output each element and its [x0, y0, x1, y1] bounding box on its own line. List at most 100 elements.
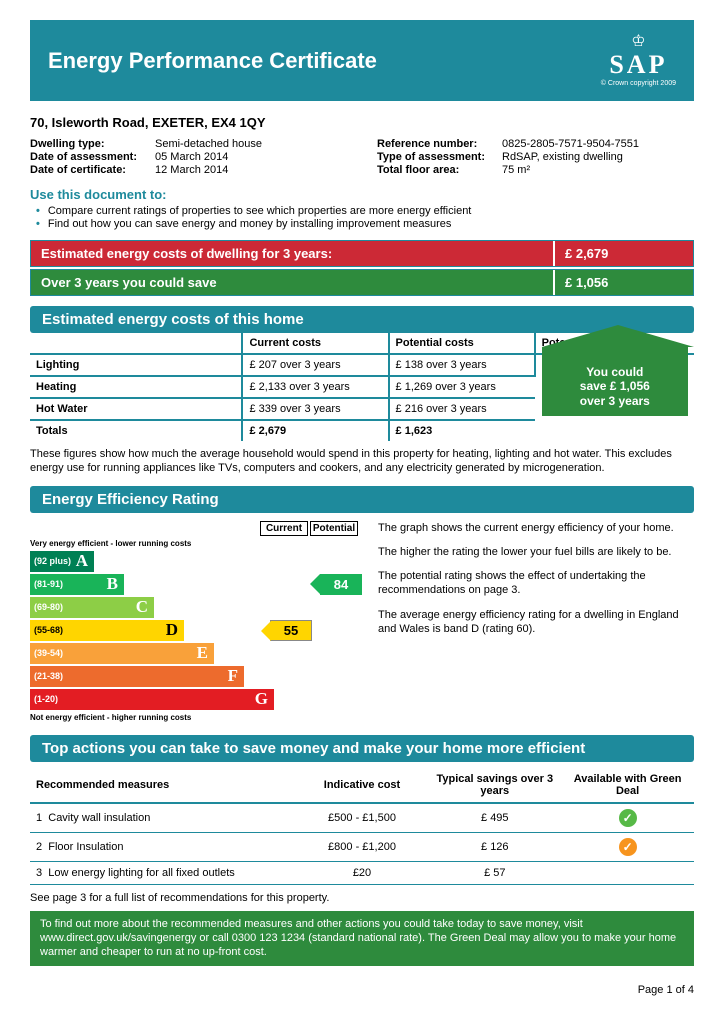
- measure-cell: 2 Floor Insulation: [30, 832, 296, 861]
- th: Potential costs: [389, 333, 535, 354]
- eff-para: The potential rating shows the effect of…: [378, 569, 694, 598]
- detail-value: 05 March 2014: [155, 151, 228, 163]
- savings-cell: £ 57: [428, 861, 561, 884]
- use-heading: Use this document to:: [30, 187, 694, 202]
- th: [30, 333, 242, 354]
- efficiency-chart: Current Potential Very energy efficient …: [30, 521, 360, 725]
- row-potential: £ 138 over 3 years: [389, 354, 535, 376]
- row-current: £ 2,133 over 3 years: [242, 376, 388, 398]
- savings-cell: £ 495: [428, 803, 561, 833]
- bullet-item: Compare current ratings of properties to…: [30, 205, 694, 217]
- cost-cell: £500 - £1,500: [296, 803, 429, 833]
- col-potential: Potential: [310, 521, 358, 536]
- table-row: 3 Low energy lighting for all fixed outl…: [30, 861, 694, 884]
- band-g: (1-20)G: [30, 689, 274, 710]
- header-banner: Energy Performance Certificate ♔ SAP © C…: [30, 20, 694, 101]
- band-a: (92 plus)A: [30, 551, 94, 572]
- actions-note: See page 3 for a full list of recommenda…: [30, 891, 694, 905]
- detail-label: Type of assessment:: [377, 151, 502, 163]
- cost-value: £ 2,679: [553, 241, 693, 266]
- th: Current costs: [242, 333, 388, 354]
- efficiency-bands: (92 plus)A (81-91)B (69-80)C (55-68)D (3…: [30, 551, 360, 710]
- actions-table: Recommended measures Indicative cost Typ…: [30, 768, 694, 885]
- logo-text: SAP: [601, 50, 676, 80]
- bullet-item: Find out how you can save energy and mon…: [30, 218, 694, 230]
- detail-value: 12 March 2014: [155, 164, 228, 176]
- totals-label: Totals: [30, 420, 242, 441]
- row-label: Heating: [30, 376, 242, 398]
- efficiency-heading: Energy Efficiency Rating: [30, 486, 694, 513]
- detail-value: RdSAP, existing dwelling: [502, 151, 623, 163]
- sap-logo: ♔ SAP © Crown copyright 2009: [601, 34, 676, 87]
- details-left: Dwelling type:Semi-detached house Date o…: [30, 138, 347, 177]
- row-label: Lighting: [30, 354, 242, 376]
- cost-cell: £20: [296, 861, 429, 884]
- band-e: (39-54)E: [30, 643, 214, 664]
- property-address: 70, Isleworth Road, EXETER, EX4 1QY: [30, 115, 694, 130]
- pointer-current: 55: [270, 620, 312, 641]
- table-row: 2 Floor Insulation £800 - £1,200 £ 126 ✓: [30, 832, 694, 861]
- deal-cell: ✓: [561, 832, 694, 861]
- measure-cell: 3 Low energy lighting for all fixed outl…: [30, 861, 296, 884]
- efficiency-container: Current Potential Very energy efficient …: [30, 521, 694, 725]
- deal-cell: [561, 861, 694, 884]
- eff-para: The average energy efficiency rating for…: [378, 608, 694, 637]
- detail-value: 0825-2805-7571-9504-7551: [502, 138, 639, 150]
- tick-green-icon: ✓: [619, 809, 637, 827]
- band-f: (21-38)F: [30, 666, 244, 687]
- costs-table: Current costs Potential costs Potential …: [30, 333, 694, 441]
- bottom-caption: Not energy efficient - higher running co…: [30, 713, 360, 722]
- top-caption: Very energy efficient - lower running co…: [30, 539, 360, 548]
- savings-arrow: You could save £ 1,056 over 3 years: [542, 347, 688, 416]
- cost-band-red: Estimated energy costs of dwelling for 3…: [30, 240, 694, 267]
- eff-para: The higher the rating the lower your fue…: [378, 545, 694, 559]
- page-title: Energy Performance Certificate: [48, 48, 377, 74]
- row-current: £ 207 over 3 years: [242, 354, 388, 376]
- band-c: (69-80)C: [30, 597, 154, 618]
- table-row: 1 Cavity wall insulation £500 - £1,500 £…: [30, 803, 694, 833]
- row-potential: £ 1,269 over 3 years: [389, 376, 535, 398]
- crown-icon: ♔: [601, 34, 676, 50]
- th: Indicative cost: [296, 768, 429, 803]
- arrow-line: save £ 1,056: [546, 379, 684, 393]
- tick-orange-icon: ✓: [619, 838, 637, 856]
- copyright-text: © Crown copyright 2009: [601, 80, 676, 87]
- band-b: (81-91)B: [30, 574, 124, 595]
- efficiency-text: The graph shows the current energy effic…: [378, 521, 694, 725]
- th: Typical savings over 3 years: [428, 768, 561, 803]
- pointer-potential: 84: [320, 574, 362, 595]
- green-footer-box: To find out more about the recommended m…: [30, 911, 694, 966]
- measure-cell: 1 Cavity wall insulation: [30, 803, 296, 833]
- th: Available with Green Deal: [561, 768, 694, 803]
- eff-para: The graph shows the current energy effic…: [378, 521, 694, 535]
- cost-cell: £800 - £1,200: [296, 832, 429, 861]
- detail-label: Dwelling type:: [30, 138, 155, 150]
- band-d: (55-68)D: [30, 620, 184, 641]
- detail-label: Reference number:: [377, 138, 502, 150]
- cost-label: Estimated energy costs of dwelling for 3…: [31, 241, 553, 266]
- row-label: Hot Water: [30, 398, 242, 420]
- details-right: Reference number:0825-2805-7571-9504-755…: [377, 138, 694, 177]
- totals-current: £ 2,679: [242, 420, 388, 441]
- property-details: Dwelling type:Semi-detached house Date o…: [30, 138, 694, 177]
- totals-potential: £ 1,623: [389, 420, 535, 441]
- use-bullets: Compare current ratings of properties to…: [30, 205, 694, 230]
- detail-label: Date of assessment:: [30, 151, 155, 163]
- costs-note: These figures show how much the average …: [30, 447, 694, 476]
- arrow-line: You could: [546, 365, 684, 379]
- save-label: Over 3 years you could save: [31, 270, 553, 295]
- th: Recommended measures: [30, 768, 296, 803]
- cost-band-green: Over 3 years you could save £ 1,056: [30, 269, 694, 296]
- deal-cell: ✓: [561, 803, 694, 833]
- row-potential: £ 216 over 3 years: [389, 398, 535, 420]
- save-value: £ 1,056: [553, 270, 693, 295]
- detail-value: Semi-detached house: [155, 138, 262, 150]
- detail-label: Total floor area:: [377, 164, 502, 176]
- savings-cell: You could save £ 1,056 over 3 years: [535, 354, 694, 441]
- detail-value: 75 m²: [502, 164, 530, 176]
- page-number: Page 1 of 4: [30, 984, 694, 996]
- detail-label: Date of certificate:: [30, 164, 155, 176]
- savings-cell: £ 126: [428, 832, 561, 861]
- col-current: Current: [260, 521, 308, 536]
- row-current: £ 339 over 3 years: [242, 398, 388, 420]
